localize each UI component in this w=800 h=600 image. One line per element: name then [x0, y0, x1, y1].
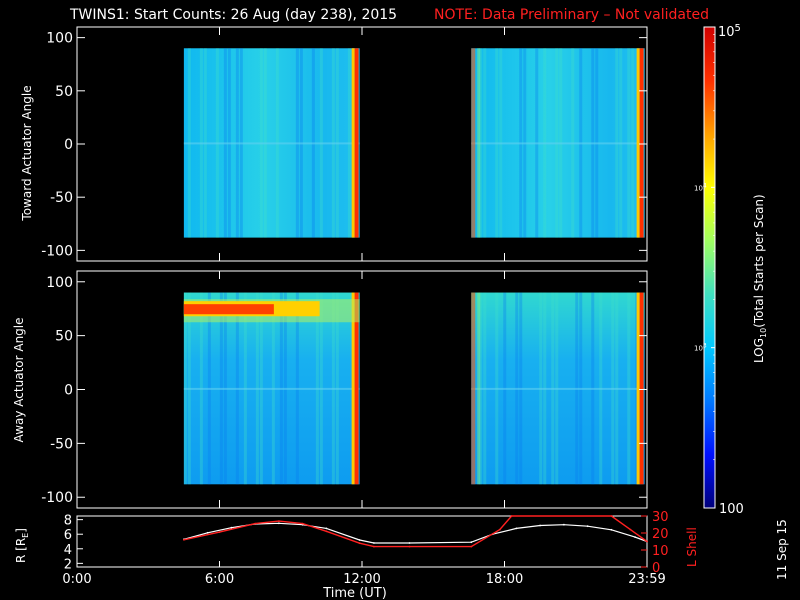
left-axis-label-end: ] — [14, 528, 28, 533]
date-stamp: 11 Sep 15 — [775, 519, 789, 580]
edge-stripe — [477, 292, 481, 485]
lshell-point — [498, 528, 501, 531]
zero-angle-line — [471, 387, 645, 390]
away-angle-panel: -100 -50 0 50 100 — [41, 270, 648, 509]
colorbar-tick-label: 104 — [694, 182, 707, 192]
radius-point — [206, 531, 209, 534]
edge-stripe — [354, 292, 359, 485]
colorbar-label-rest: (Total Starts per Scan) — [752, 194, 766, 328]
ytick-label: 0 — [64, 137, 73, 153]
ytick-label: 100 — [46, 275, 73, 291]
radius-point — [278, 522, 280, 525]
ytick-label: 50 — [55, 84, 73, 100]
data-note: NOTE: Data Preliminary – Not validated — [434, 7, 709, 23]
lshell-point — [218, 531, 221, 533]
lshell-point — [254, 522, 256, 525]
ytick-label: 100 — [46, 31, 73, 47]
radius-point — [634, 536, 636, 538]
lshell-point — [510, 515, 513, 517]
zero-angle-line — [471, 142, 645, 145]
lshell-point — [629, 528, 632, 531]
left-ytick-label: 8 — [64, 514, 72, 529]
zero-angle-line — [183, 142, 360, 145]
edge-stripe — [639, 48, 644, 238]
ytick-label: 50 — [55, 329, 73, 345]
lshell-point — [610, 515, 613, 517]
right-ytick-label: 0 — [652, 561, 660, 576]
xtick-label: 23:59 — [628, 572, 665, 587]
ytick-label: -100 — [41, 490, 73, 506]
edge-stripe — [354, 48, 359, 238]
radius-point — [586, 525, 589, 528]
lshell-point — [646, 540, 648, 543]
ytick-label: -50 — [50, 190, 73, 206]
right-axis-label: L Shell — [685, 527, 699, 567]
left-ytick-label: 6 — [64, 528, 72, 543]
left-axis-label: R [RE] — [14, 528, 30, 563]
xtick-label: 0:00 — [62, 572, 91, 587]
lshell-point — [183, 538, 185, 541]
radius-point — [325, 527, 328, 530]
left-axis-label-sub: E — [21, 533, 30, 538]
lshell-point — [470, 545, 473, 548]
ytick-label: 0 — [64, 383, 73, 399]
colorbar-tick-exp: 4 — [703, 182, 707, 189]
high-count-band — [183, 304, 274, 315]
xtick-label: 18:00 — [486, 572, 523, 587]
left-ytick-label: 4 — [64, 543, 72, 558]
line-panel-frame — [76, 515, 648, 568]
radius-point — [470, 541, 473, 544]
radius-point — [563, 523, 565, 526]
lshell-point — [301, 522, 304, 525]
lshell-point — [408, 545, 411, 548]
colorbar-tick-exp: 5 — [735, 23, 741, 34]
radius-point — [408, 542, 411, 544]
edge-stripe — [636, 48, 640, 238]
colorbar-tick-label: 105 — [718, 23, 741, 40]
toward-angle-panel: -100 -50 0 50 100 — [41, 26, 648, 262]
radius-point — [515, 527, 518, 530]
radius-point — [358, 539, 361, 541]
lshell-point — [373, 545, 375, 548]
right-ytick-label: 30 — [652, 510, 669, 525]
right-ytick-label: 10 — [652, 544, 669, 559]
colorbar-label-sub: 10 — [759, 328, 768, 338]
time-xlabel: Time (UT) — [322, 586, 387, 600]
edge-stripe — [351, 48, 355, 238]
lshell-point — [325, 530, 328, 533]
lshell-point — [358, 542, 361, 545]
radius-point — [230, 526, 233, 529]
lshell-point — [278, 520, 280, 522]
xtick-label: 6:00 — [205, 572, 234, 587]
ytick-label: -50 — [50, 436, 73, 452]
edge-stripe — [639, 292, 644, 485]
toward-ylabel: Toward Actuator Angle — [20, 85, 34, 221]
xtick-label: 12:00 — [343, 572, 380, 587]
left-ytick-label: 2 — [64, 557, 72, 572]
radius-point — [539, 524, 541, 527]
away-ylabel: Away Actuator Angle — [12, 317, 26, 442]
colorbar-tick-label: 103 — [694, 343, 707, 353]
colorbar-tick-exp: 3 — [703, 343, 707, 350]
edge-stripe — [477, 48, 481, 238]
colorbar-label: LOG10(Total Starts per Scan) — [752, 194, 768, 363]
colorbar-tick-label: 100 — [719, 502, 744, 517]
colorbar-scale — [703, 26, 716, 509]
chart-title: TWINS1: Start Counts: 26 Aug (day 238), … — [69, 7, 397, 23]
edge-stripe — [351, 292, 355, 485]
radius-point — [373, 542, 375, 544]
edge-stripe — [636, 292, 640, 485]
edge-stripe — [471, 48, 476, 238]
radius-point — [610, 528, 613, 531]
ytick-label: -100 — [41, 243, 73, 259]
right-ytick-label: 20 — [652, 527, 669, 542]
zero-angle-line — [183, 387, 360, 390]
edge-stripe — [471, 292, 476, 485]
